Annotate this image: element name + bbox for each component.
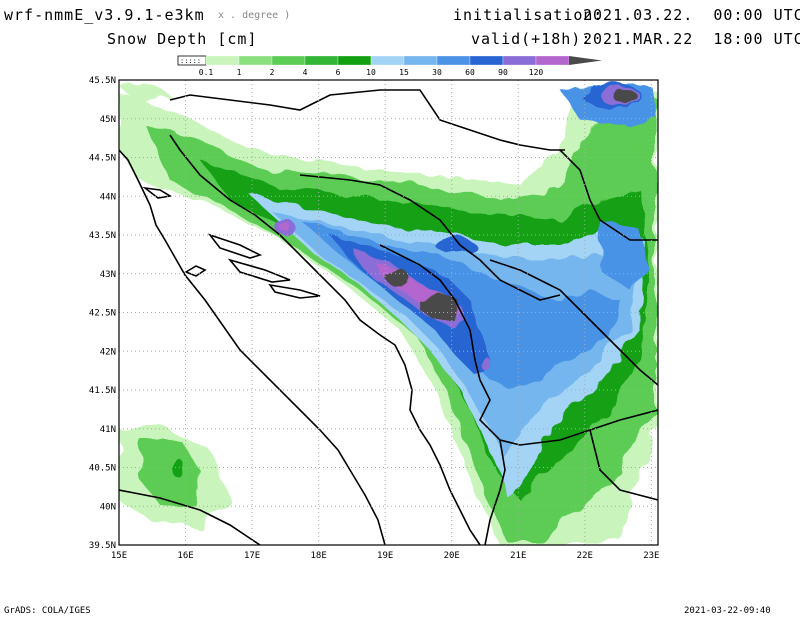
colorbar-arrow [569,56,602,65]
lon-label: 22E [577,551,593,561]
lon-label: 21E [510,551,526,561]
valid-label: valid(+18h): [471,30,592,48]
lat-label: 41.5N [89,386,116,396]
footer-credit: GrADS: COLA/IGES [4,606,91,616]
lat-label: 44N [100,192,116,202]
lon-label: 18E [310,551,326,561]
snow-field [119,80,658,545]
colorbar-tick-label: 90 [498,68,508,77]
colorbar-first-box-label: ::::: [180,57,201,65]
lon-label: 23E [643,551,659,561]
lat-label: 45N [100,115,116,125]
colorbar-tick-label: 4 [303,68,308,77]
colorbar-tick-label: 120 [529,68,544,77]
lat-label: 43.5N [89,231,116,241]
init-label: initialisation: [453,6,604,24]
lat-label: 40N [100,502,116,512]
colorbar: :::::0.1 1 2 4 6 10 15 30 60 90 120 [177,55,602,77]
model-name: wrf-nmmE_v3.9.1-e3km [4,6,205,24]
colorbar-tick-label: 2 [270,68,275,77]
field-title: Snow Depth [cm] [107,30,258,48]
colorbar-tick-label: 15 [399,68,409,77]
colorbar-tick-label: 0.1 [199,68,214,77]
lon-label: 19E [377,551,393,561]
lat-label: 43N [100,270,116,280]
coastlines [119,89,658,545]
colorbar-tick-label: 6 [336,68,341,77]
colorbar-tick-label: 10 [366,68,376,77]
lon-label: 17E [244,551,260,561]
lat-label: 45.5N [89,76,116,86]
lon-label: 15E [111,551,127,561]
grid-spec: x . degree ) [218,10,291,21]
footer-timestamp: 2021-03-22-09:40 [684,606,771,616]
colorbar-tick-label: 1 [237,68,242,77]
lat-label: 39.5N [89,541,116,551]
lat-label: 41N [100,425,116,435]
lon-label: 20E [444,551,460,561]
lon-label: 16E [177,551,193,561]
colorbar-tick-label: 30 [432,68,442,77]
map-frame [118,79,659,546]
lat-label: 44.5N [89,154,116,164]
init-value: 2021.03.22. 00:00 UTC [583,6,800,24]
valid-value: 2021.MAR.22 18:00 UTC [583,30,800,48]
lat-label: 42.5N [89,309,116,319]
lat-label: 40.5N [89,464,116,474]
lat-label: 42N [100,347,116,357]
colorbar-tick-label: 60 [465,68,475,77]
